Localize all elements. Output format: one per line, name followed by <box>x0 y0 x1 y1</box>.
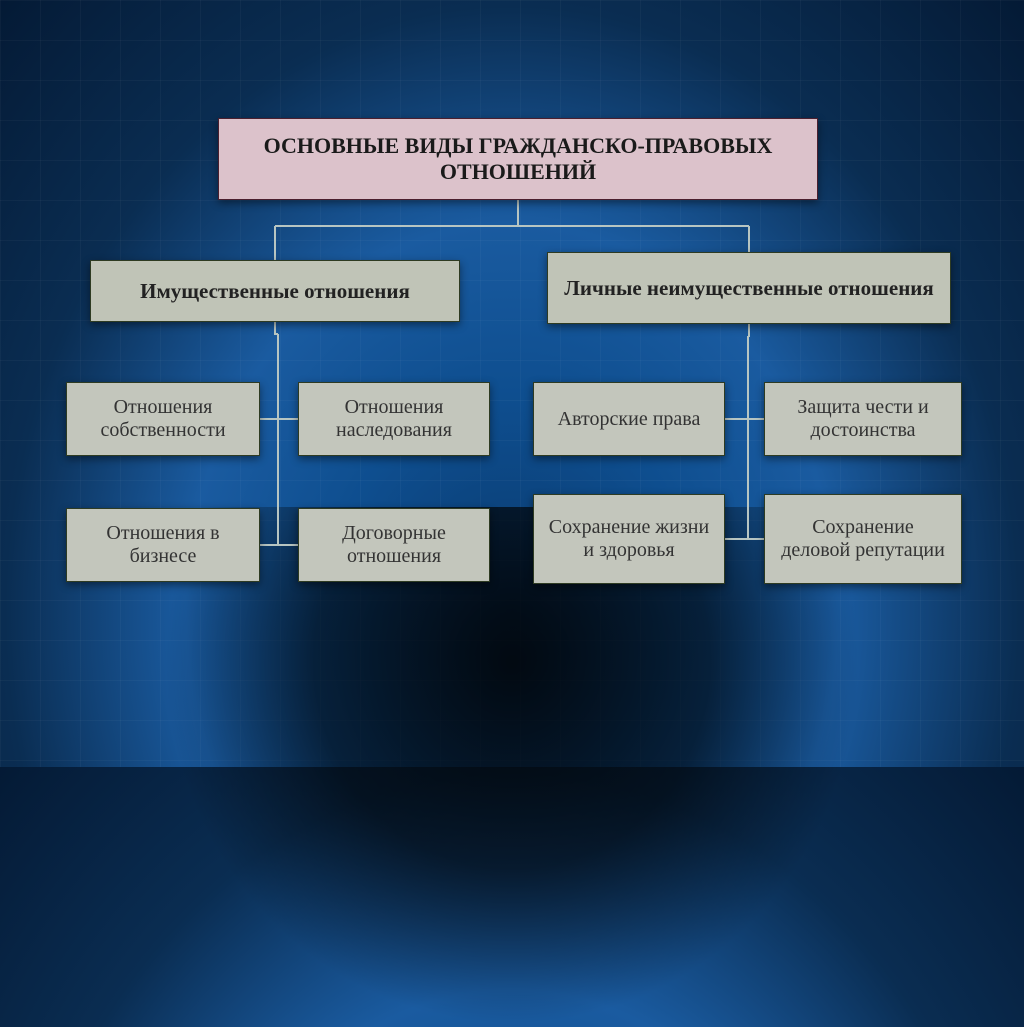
leaf-node: Договорные отношения <box>298 508 490 582</box>
leaf-node: Сохранение деловой репутации <box>764 494 962 584</box>
title-node: ОСНОВНЫЕ ВИДЫ ГРАЖДАНСКО-ПРАВОВЫХ ОТНОШЕ… <box>218 118 818 200</box>
leaf-label: Договорные отношения <box>311 522 477 568</box>
leaf-node: Отношения наследования <box>298 382 490 456</box>
category-label: Личные неимущественные отношения <box>564 276 934 301</box>
leaf-label: Отношения наследования <box>311 396 477 442</box>
category-node-property: Имущественные отношения <box>90 260 460 322</box>
leaf-label: Авторские права <box>558 408 701 431</box>
leaf-label: Отношения в бизнесе <box>79 522 247 568</box>
leaf-node: Сохранение жизни и здоровья <box>533 494 725 584</box>
leaf-label: Защита чести и достоинства <box>777 396 949 442</box>
category-label: Имущественные отношения <box>140 279 410 304</box>
leaf-label: Отношения собственности <box>79 396 247 442</box>
leaf-node: Авторские права <box>533 382 725 456</box>
diagram-canvas: ОСНОВНЫЕ ВИДЫ ГРАЖДАНСКО-ПРАВОВЫХ ОТНОШЕ… <box>0 0 1024 767</box>
leaf-label: Сохранение деловой репутации <box>777 516 949 562</box>
title-label: ОСНОВНЫЕ ВИДЫ ГРАЖДАНСКО-ПРАВОВЫХ ОТНОШЕ… <box>231 133 805 185</box>
leaf-node: Отношения собственности <box>66 382 260 456</box>
category-node-personal: Личные неимущественные отношения <box>547 252 951 324</box>
leaf-node: Защита чести и достоинства <box>764 382 962 456</box>
leaf-node: Отношения в бизнесе <box>66 508 260 582</box>
leaf-label: Сохранение жизни и здоровья <box>546 516 712 562</box>
